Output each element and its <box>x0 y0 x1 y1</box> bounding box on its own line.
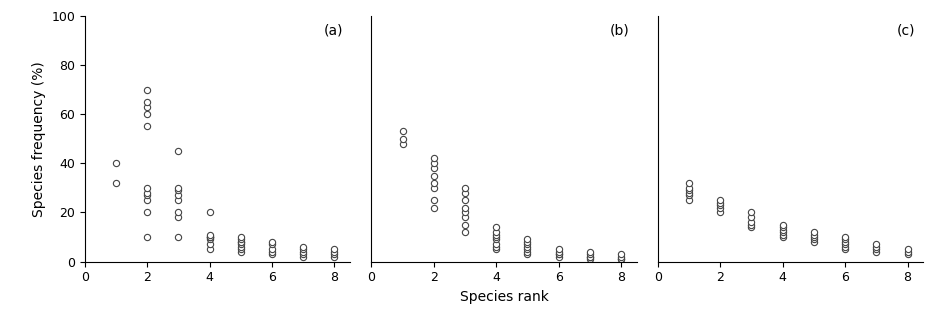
Text: (b): (b) <box>610 23 630 37</box>
Y-axis label: Species frequency (%): Species frequency (%) <box>32 61 45 217</box>
Text: (a): (a) <box>323 23 343 37</box>
Text: (c): (c) <box>897 23 915 37</box>
X-axis label: Species rank: Species rank <box>460 290 548 304</box>
